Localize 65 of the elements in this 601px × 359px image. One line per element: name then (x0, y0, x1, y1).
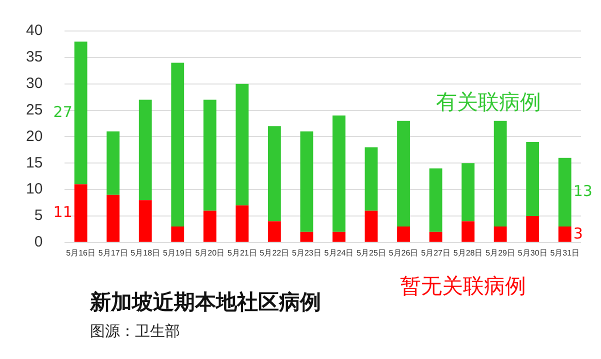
bar (300, 131, 314, 232)
x-tick-label: 5月25日 (356, 248, 386, 258)
y-tick-label: 35 (26, 48, 43, 66)
bar (397, 226, 410, 242)
bar (268, 126, 281, 222)
bar (138, 200, 152, 242)
x-tick-label: 5月31日 (550, 248, 580, 258)
x-tick-label: 5月27日 (421, 248, 450, 258)
text: 新加坡近期本地社区病例 (90, 289, 321, 316)
text: 图源：卫生部 (90, 322, 180, 341)
y-tick-label: 25 (26, 101, 43, 118)
data-label: 11 (53, 203, 72, 222)
x-tick-label: 5月18日 (130, 248, 160, 258)
x-tick-label: 5月21日 (227, 248, 257, 258)
bar (364, 147, 378, 211)
x-tick-label: 5月30日 (518, 248, 548, 258)
bar (429, 232, 442, 242)
x-tick-label: 5月19日 (162, 248, 192, 258)
bar (462, 163, 475, 222)
x-tick-label: 5月23日 (292, 248, 322, 258)
bar (236, 205, 249, 242)
x-tick-label: 5月22日 (260, 248, 290, 258)
bar (462, 221, 475, 242)
bar (558, 158, 572, 227)
series-label: 有关联病例 (436, 89, 541, 116)
y-tick-label: 40 (26, 22, 43, 40)
bar (364, 210, 378, 242)
y-tick-label: 30 (26, 74, 43, 92)
data-label: 27 (53, 102, 72, 121)
bar (494, 120, 507, 227)
y-tick-label: 15 (26, 154, 43, 172)
bar (429, 168, 442, 232)
data-label: 13 (573, 182, 592, 200)
bar (203, 210, 216, 242)
y-tick-label: 10 (26, 180, 43, 198)
series-label: 暂无关联病例 (400, 273, 526, 300)
x-tick-label: 5月24日 (324, 248, 354, 258)
x-tick-label: 5月20日 (195, 248, 225, 258)
bar (268, 221, 281, 242)
x-tick-label: 5月29日 (486, 248, 516, 258)
x-tick-label: 5月17日 (98, 248, 128, 258)
bar (138, 100, 152, 200)
bar (106, 194, 120, 242)
bar (526, 142, 540, 216)
bar (300, 232, 314, 242)
y-tick-label: 5 (34, 207, 43, 224)
bar (397, 120, 410, 227)
bar (203, 100, 216, 211)
bar (106, 131, 120, 195)
data-label: 3 (573, 224, 583, 242)
bar (526, 216, 540, 242)
bar (236, 84, 249, 206)
bar (332, 232, 346, 242)
bar (171, 226, 184, 242)
bar (558, 226, 572, 242)
x-tick-label: 5月26日 (388, 248, 418, 258)
bar (171, 62, 184, 227)
bar (494, 226, 507, 242)
x-tick-label: 5月28日 (453, 248, 483, 258)
y-tick-label: 0 (34, 234, 43, 251)
bar (332, 116, 346, 232)
bar (74, 184, 88, 242)
bar (74, 42, 88, 184)
y-tick-label: 20 (26, 128, 43, 145)
x-tick-label: 5月16日 (66, 248, 96, 258)
